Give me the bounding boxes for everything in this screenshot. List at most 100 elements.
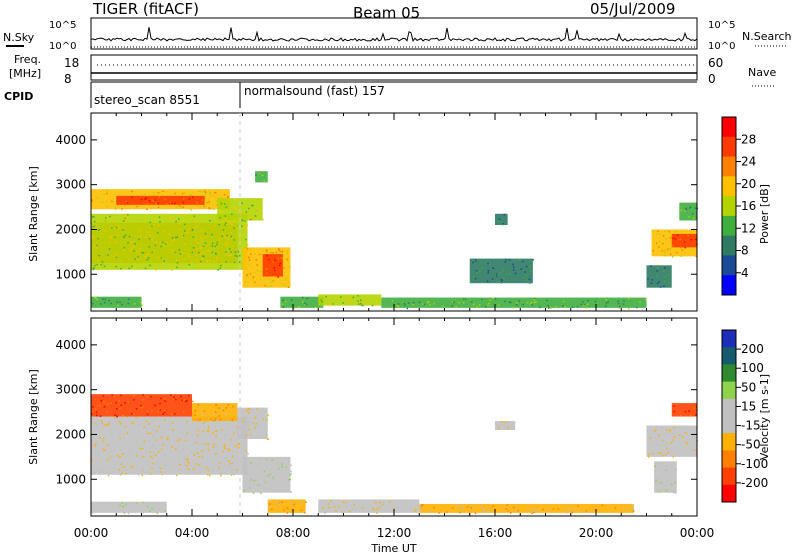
heatmap-speckle bbox=[231, 461, 233, 464]
heatmap-speckle bbox=[111, 200, 113, 203]
heatmap-speckle bbox=[257, 269, 259, 272]
heatmap-speckle bbox=[557, 508, 560, 510]
heatmap-speckle bbox=[243, 435, 245, 438]
heatmap-speckle bbox=[496, 281, 499, 284]
heatmap-speckle bbox=[122, 471, 125, 473]
heatmap-speckle bbox=[201, 450, 203, 452]
heatmap-speckle bbox=[655, 443, 658, 446]
heatmap-speckle bbox=[131, 422, 133, 425]
heatmap-speckle bbox=[233, 239, 235, 241]
heatmap-speckle bbox=[565, 508, 567, 511]
colorbar-tick-label: 15 bbox=[741, 399, 756, 413]
heatmap-speckle bbox=[123, 235, 125, 238]
heatmap-speckle bbox=[482, 511, 484, 513]
velocity-colorbar-label: Velocity [m s-1] bbox=[758, 374, 771, 460]
heatmap-speckle bbox=[142, 406, 144, 408]
heatmap-speckle bbox=[196, 418, 199, 421]
colorbar-tick-label: -15 bbox=[741, 419, 761, 433]
heatmap-speckle bbox=[239, 213, 242, 216]
y-tick-label: 1000 bbox=[55, 267, 86, 281]
heatmap-speckle bbox=[213, 192, 216, 194]
heatmap-speckle bbox=[183, 461, 185, 464]
heatmap-speckle bbox=[149, 503, 151, 505]
heatmap-speckle bbox=[505, 273, 508, 275]
heatmap-speckle bbox=[228, 221, 231, 224]
heatmap-speckle bbox=[198, 442, 201, 445]
heatmap-speckle bbox=[131, 190, 133, 193]
heatmap-speckle bbox=[361, 510, 364, 513]
heatmap-speckle bbox=[131, 503, 133, 505]
heatmap-speckle bbox=[639, 301, 641, 303]
heatmap-speckle bbox=[171, 413, 173, 415]
heatmap-speckle bbox=[249, 253, 252, 256]
power-frame bbox=[90, 112, 698, 312]
heatmap-speckle bbox=[225, 407, 227, 409]
heatmap-speckle bbox=[159, 221, 161, 223]
heatmap-speckle bbox=[124, 204, 127, 206]
colorbar-tick-label: 100 bbox=[741, 361, 764, 375]
heatmap-speckle bbox=[186, 461, 189, 463]
heatmap-speckle bbox=[474, 512, 477, 515]
heatmap-speckle bbox=[192, 236, 195, 238]
heatmap-speckle bbox=[246, 244, 249, 246]
heatmap-speckle bbox=[650, 265, 652, 267]
heatmap-speckle bbox=[211, 251, 214, 254]
heatmap-speckle bbox=[526, 301, 529, 304]
heatmap-speckle bbox=[147, 432, 150, 435]
heatmap-speckle bbox=[219, 267, 221, 269]
heatmap-speckle bbox=[246, 409, 248, 412]
heatmap-speckle bbox=[172, 429, 175, 431]
heatmap-speckle bbox=[476, 271, 479, 274]
heatmap-speckle bbox=[275, 251, 278, 254]
heatmap-speckle bbox=[667, 451, 669, 454]
heatmap-speckle bbox=[160, 397, 162, 400]
heatmap-speckle bbox=[227, 265, 229, 268]
heatmap-speckle bbox=[279, 262, 281, 265]
heatmap-speckle bbox=[255, 480, 257, 483]
heatmap-speckle bbox=[100, 264, 102, 266]
y-tick-label: 1000 bbox=[55, 472, 86, 486]
heatmap-speckle bbox=[102, 470, 105, 473]
heatmap-speckle bbox=[223, 217, 226, 220]
heatmap-speckle bbox=[215, 453, 217, 455]
heatmap-speckle bbox=[199, 248, 201, 250]
heatmap-cell bbox=[495, 421, 516, 430]
heatmap-speckle bbox=[457, 505, 459, 507]
heatmap-speckle bbox=[123, 216, 125, 219]
cpid-label: CPID bbox=[4, 90, 33, 103]
heatmap-speckle bbox=[353, 503, 356, 506]
heatmap-speckle bbox=[689, 207, 691, 209]
heatmap-speckle bbox=[488, 302, 490, 305]
heatmap-speckle bbox=[248, 421, 250, 423]
heatmap-speckle bbox=[672, 428, 675, 431]
heatmap-speckle bbox=[121, 417, 123, 419]
heatmap-speckle bbox=[121, 471, 124, 473]
heatmap-speckle bbox=[246, 469, 249, 472]
heatmap-speckle bbox=[327, 503, 330, 505]
heatmap-cell bbox=[91, 296, 142, 308]
heatmap-speckle bbox=[512, 307, 514, 309]
heatmap-speckle bbox=[160, 471, 163, 473]
heatmap-speckle bbox=[199, 471, 202, 474]
heatmap-speckle bbox=[175, 259, 178, 262]
heatmap-speckle bbox=[247, 452, 249, 455]
heatmap-speckle bbox=[148, 231, 151, 233]
heatmap-speckle bbox=[290, 299, 293, 301]
heatmap-speckle bbox=[657, 452, 660, 454]
heatmap-speckle bbox=[106, 189, 108, 192]
heatmap-speckle bbox=[286, 507, 289, 509]
heatmap-speckle bbox=[91, 199, 93, 201]
colorbar-tick-label: -100 bbox=[741, 457, 768, 471]
heatmap-speckle bbox=[668, 231, 671, 233]
heatmap-speckle bbox=[648, 453, 650, 456]
heatmap-speckle bbox=[204, 195, 206, 197]
heatmap-speckle bbox=[259, 253, 261, 256]
heatmap-speckle bbox=[305, 303, 308, 306]
heatmap-speckle bbox=[494, 298, 497, 300]
heatmap-cell bbox=[280, 296, 324, 308]
heatmap-speckle bbox=[215, 191, 217, 194]
heatmap-speckle bbox=[106, 216, 109, 218]
heatmap-speckle bbox=[518, 300, 521, 302]
heatmap-speckle bbox=[215, 404, 217, 406]
